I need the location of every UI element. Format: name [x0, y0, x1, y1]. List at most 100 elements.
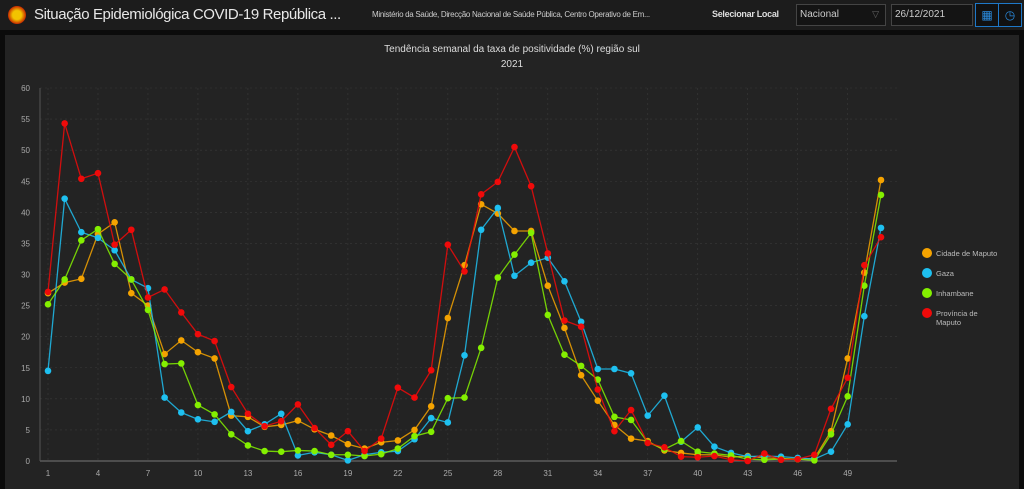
x-tick-label: 43: [743, 469, 752, 478]
data-point: [78, 228, 85, 236]
y-tick-label: 35: [21, 239, 30, 248]
clock-icon: ◷: [1004, 8, 1016, 22]
data-point: [794, 455, 801, 463]
date-value: 26/12/2021: [895, 9, 946, 20]
data-point: [827, 448, 835, 455]
x-tick-label: 28: [493, 469, 502, 478]
data-point: [477, 191, 485, 198]
data-point: [361, 447, 368, 455]
data-point: [277, 448, 285, 455]
data-point: [377, 435, 385, 442]
data-point: [711, 452, 718, 460]
data-point: [111, 218, 118, 226]
data-point: [44, 367, 52, 375]
data-point: [694, 424, 702, 431]
clock-button[interactable]: ◷: [998, 3, 1022, 27]
data-point: [344, 457, 352, 464]
data-point: [577, 318, 585, 326]
data-point: [494, 274, 502, 281]
data-point: [78, 237, 85, 244]
data-point: [261, 422, 268, 430]
data-point: [811, 457, 818, 464]
data-point: [477, 226, 485, 234]
location-select[interactable]: Nacional ▽: [796, 4, 886, 26]
data-point: [177, 409, 185, 416]
data-point: [411, 426, 418, 434]
x-tick-label: 46: [793, 469, 802, 478]
data-point: [61, 276, 68, 283]
y-tick-label: 50: [21, 146, 30, 155]
data-point: [344, 451, 352, 459]
data-point: [327, 441, 335, 449]
data-point: [294, 401, 302, 408]
x-tick-label: 7: [146, 469, 151, 478]
data-point: [211, 355, 218, 362]
data-point: [294, 447, 302, 454]
data-point: [527, 259, 535, 266]
data-point: [677, 453, 685, 460]
data-point: [511, 143, 518, 151]
x-tick-label: 16: [293, 469, 302, 478]
data-point: [444, 394, 452, 402]
y-tick-label: 60: [21, 84, 30, 93]
data-point: [94, 169, 102, 177]
data-point: [861, 282, 868, 289]
data-point: [827, 405, 835, 413]
data-point: [861, 312, 868, 320]
select-location-label: Selecionar Local: [712, 9, 779, 19]
data-point: [577, 371, 585, 379]
data-point: [94, 234, 102, 242]
x-tick-label: 1: [46, 469, 51, 478]
data-point: [294, 417, 302, 424]
x-tick-label: 22: [393, 469, 402, 478]
data-point: [744, 457, 752, 465]
data-point: [177, 309, 185, 316]
data-point: [861, 261, 868, 269]
data-point: [44, 288, 52, 296]
data-point: [111, 246, 118, 254]
data-point: [461, 394, 468, 401]
x-tick-label: 49: [843, 469, 852, 478]
data-point: [244, 442, 252, 449]
data-point: [477, 344, 485, 352]
chart-title: Tendência semanal da taxa de positividad…: [384, 44, 640, 55]
data-point: [777, 456, 785, 464]
series-line-2: [47, 194, 882, 462]
data-point: [561, 351, 568, 358]
data-point: [144, 294, 152, 301]
data-point: [427, 366, 435, 374]
data-point: [494, 178, 502, 186]
legend-marker: [922, 308, 932, 318]
x-tick-label: 10: [193, 469, 202, 478]
data-point: [78, 175, 85, 183]
data-point: [327, 432, 335, 439]
data-point: [394, 445, 402, 452]
y-tick-label: 45: [21, 177, 30, 186]
data-point: [411, 432, 418, 440]
data-point: [561, 278, 568, 285]
data-point: [444, 314, 452, 322]
y-tick-label: 15: [21, 364, 30, 373]
data-point: [661, 392, 668, 400]
data-point: [844, 355, 851, 362]
date-input[interactable]: 26/12/2021: [891, 4, 973, 26]
data-point: [677, 437, 685, 445]
series-line-0: [47, 179, 882, 460]
data-point: [261, 447, 268, 455]
x-tick-label: 4: [96, 469, 101, 478]
data-point: [611, 427, 618, 435]
data-point: [511, 227, 518, 235]
y-tick-label: 30: [21, 271, 30, 280]
x-tick-label: 31: [543, 469, 552, 478]
y-tick-label: 20: [21, 333, 30, 342]
legend-marker: [922, 288, 932, 298]
data-point: [344, 440, 352, 448]
data-point: [877, 224, 885, 232]
data-point: [627, 370, 635, 377]
data-point: [111, 241, 118, 248]
data-point: [527, 229, 535, 237]
data-point: [128, 276, 135, 283]
y-tick-label: 25: [21, 302, 30, 311]
data-point: [761, 456, 768, 464]
